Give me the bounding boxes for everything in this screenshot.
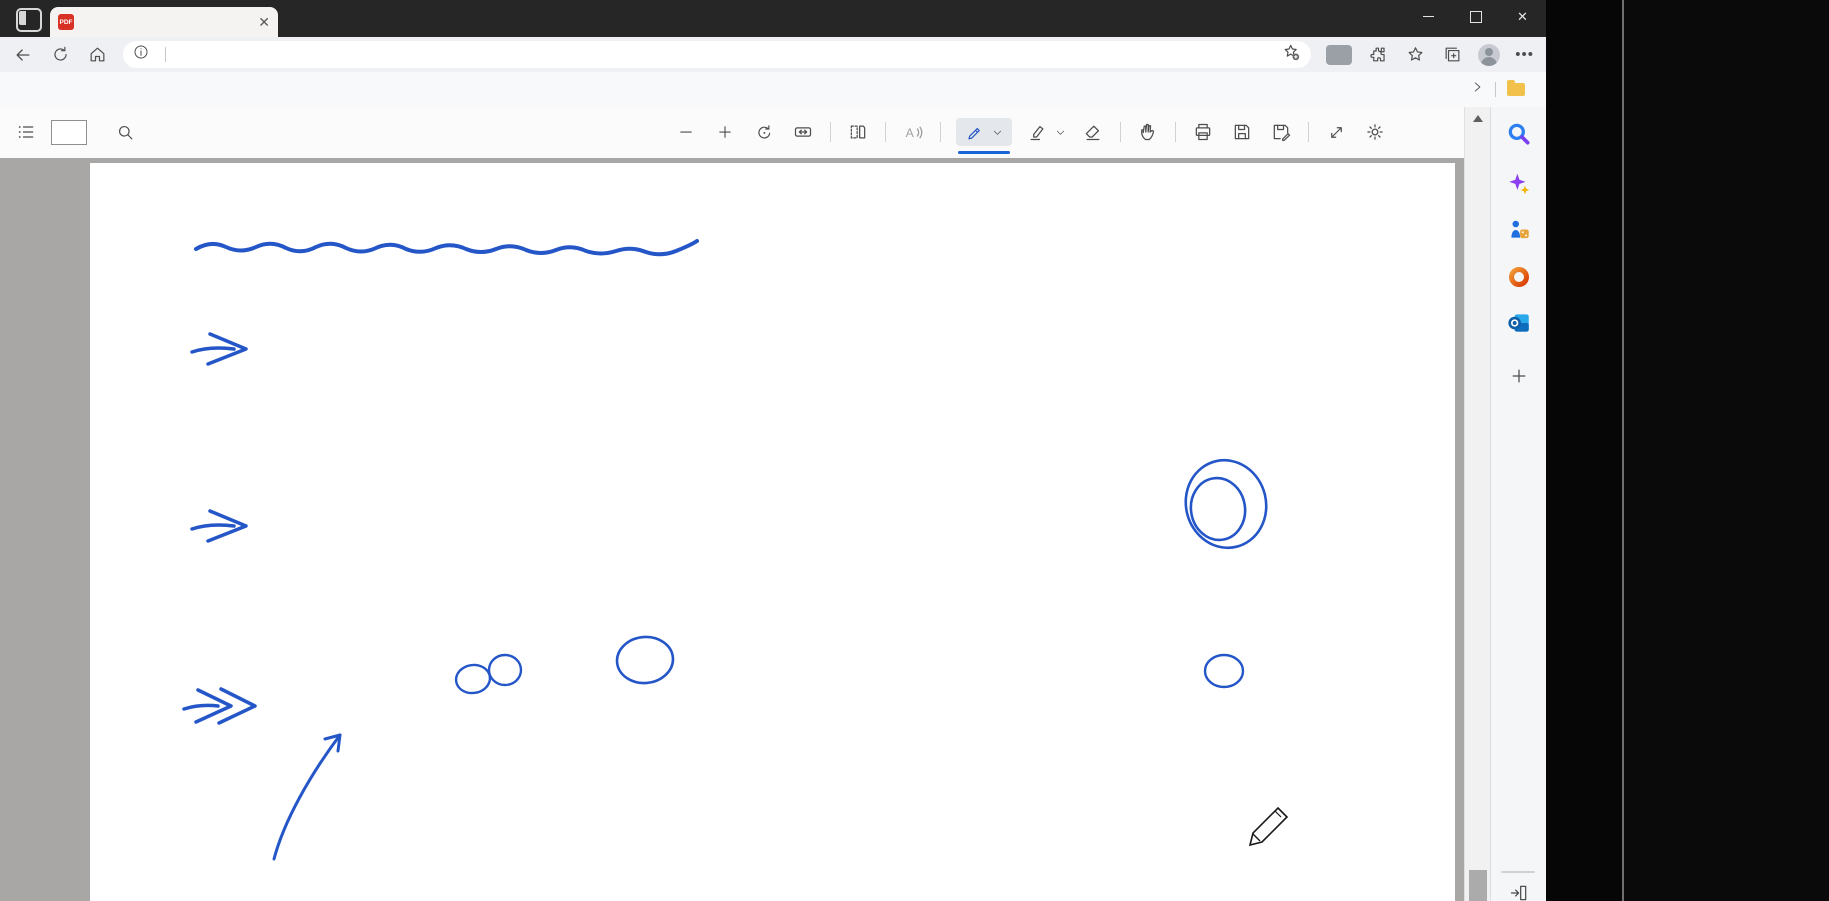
sidebar-discover-sparkle-icon[interactable] bbox=[1505, 170, 1533, 198]
highlighter-icon bbox=[1030, 125, 1044, 141]
settings-gear-icon[interactable] bbox=[1363, 118, 1387, 146]
pencil-cursor bbox=[1248, 806, 1289, 847]
expand-fullscreen-icon[interactable] bbox=[1324, 118, 1348, 146]
other-favorites-folder-icon bbox=[1507, 80, 1525, 96]
add-favorite-star-icon[interactable] bbox=[1282, 43, 1301, 67]
bookmarks-overflow-chevron-icon[interactable] bbox=[1470, 80, 1484, 99]
chart-supply-shocks bbox=[183, 271, 1203, 443]
window-gutter bbox=[1546, 0, 1622, 901]
page-number-input[interactable] bbox=[51, 119, 87, 145]
pdf-viewport bbox=[0, 158, 1464, 901]
collections-icon[interactable] bbox=[1441, 44, 1463, 66]
pdf-scrollbar[interactable] bbox=[1464, 107, 1491, 901]
sidebar-office-icon[interactable] bbox=[1505, 263, 1533, 291]
chart-speculative-demand-shocks bbox=[183, 617, 1203, 789]
sidebar-add-plus-icon[interactable] bbox=[1505, 362, 1533, 390]
print-icon[interactable] bbox=[1191, 118, 1215, 146]
chart-residential-demand-shocks bbox=[183, 444, 1203, 616]
zoom-out-icon[interactable] bbox=[674, 118, 698, 146]
highlighter-options-chevron-icon bbox=[1056, 130, 1065, 135]
tab-close-icon[interactable]: ✕ bbox=[258, 14, 270, 30]
extensions-puzzle-icon[interactable] bbox=[1367, 44, 1389, 66]
address-bar[interactable] bbox=[123, 41, 1312, 68]
minimize-button[interactable] bbox=[1405, 0, 1452, 33]
close-button[interactable]: ✕ bbox=[1517, 8, 1528, 24]
browser-window: PDF ✕ ✕ bbox=[0, 0, 1547, 901]
favorites-hub-icon[interactable] bbox=[1404, 44, 1426, 66]
highlighter-tool-group[interactable] bbox=[1027, 122, 1066, 142]
bookmarks-bar bbox=[0, 72, 1546, 107]
table-of-contents-icon[interactable] bbox=[14, 118, 38, 146]
sidebar-search-icon[interactable] bbox=[1505, 120, 1533, 148]
fit-to-width-icon[interactable] bbox=[791, 118, 815, 146]
pdf-page bbox=[90, 163, 1455, 901]
sidebar-outlook-icon[interactable] bbox=[1505, 309, 1533, 337]
tab-bar: PDF ✕ ✕ bbox=[0, 0, 1546, 37]
window-controls: ✕ bbox=[1405, 0, 1546, 33]
pdf-file-icon: PDF bbox=[58, 14, 74, 30]
title-wavy-underline bbox=[194, 239, 699, 257]
home-icon[interactable] bbox=[86, 44, 108, 66]
search-document-icon[interactable] bbox=[113, 118, 137, 146]
pdf-toolbar: A bbox=[0, 107, 1490, 159]
bookmarks-right-group bbox=[1470, 72, 1536, 107]
sidebar-collapse-icon[interactable] bbox=[1505, 879, 1533, 901]
zoom-in-icon[interactable] bbox=[713, 118, 737, 146]
tab-actions-menu-icon[interactable] bbox=[16, 8, 42, 32]
scrollbar-thumb[interactable] bbox=[1469, 870, 1487, 901]
save-as-icon[interactable] bbox=[1269, 118, 1293, 146]
info-icon[interactable] bbox=[133, 44, 149, 65]
address-divider bbox=[165, 47, 166, 62]
tab-pdf-document[interactable]: PDF ✕ bbox=[50, 7, 278, 37]
draw-pen-tool-selected[interactable] bbox=[956, 118, 1012, 154]
rotate-icon[interactable] bbox=[752, 118, 776, 146]
read-aloud-icon[interactable]: A bbox=[901, 118, 925, 146]
maximize-button[interactable] bbox=[1452, 0, 1499, 33]
save-icon[interactable] bbox=[1230, 118, 1254, 146]
sidebar-divider bbox=[1501, 871, 1535, 873]
eraser-icon[interactable] bbox=[1081, 118, 1105, 146]
edge-sidebar bbox=[1490, 107, 1547, 901]
page-view-icon[interactable] bbox=[846, 118, 870, 146]
svg-text:A: A bbox=[905, 125, 914, 139]
browser-menu-ellipsis-icon[interactable]: ••• bbox=[1515, 46, 1534, 63]
hand-pan-icon[interactable] bbox=[1136, 118, 1160, 146]
pen-options-chevron-icon bbox=[993, 130, 1002, 135]
sidebar-games-icon[interactable] bbox=[1505, 216, 1533, 244]
back-icon[interactable] bbox=[12, 44, 34, 66]
navigation-bar: ••• bbox=[0, 37, 1546, 72]
scrollbar-up-arrow-icon[interactable] bbox=[1473, 115, 1483, 122]
profile-avatar[interactable] bbox=[1478, 43, 1501, 66]
refresh-icon[interactable] bbox=[49, 44, 71, 66]
meeting-participants-panel bbox=[1622, 0, 1829, 901]
extension-badge-icon[interactable] bbox=[1326, 44, 1353, 65]
